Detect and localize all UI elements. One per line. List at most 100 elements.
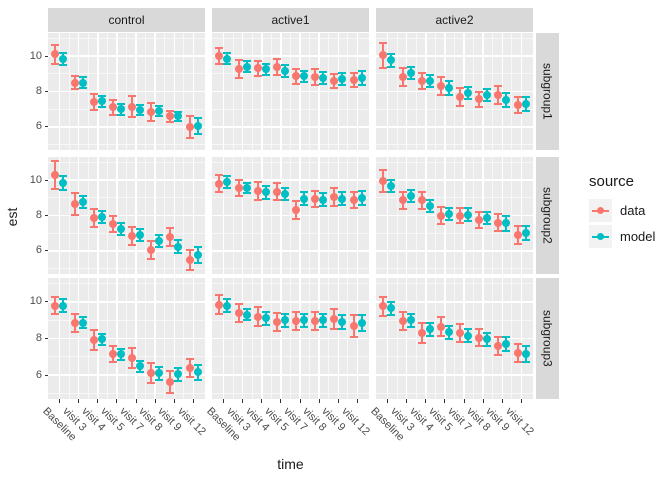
point-model bbox=[116, 224, 125, 233]
errorbar-cap-model bbox=[155, 246, 164, 249]
gridline-major-x bbox=[154, 157, 156, 274]
errorbar-cap-data bbox=[475, 226, 484, 229]
errorbar-cap-data bbox=[417, 71, 426, 74]
gridline-major-x bbox=[222, 33, 225, 150]
errorbar-cap-data bbox=[398, 67, 407, 70]
errorbar-cap-model bbox=[319, 192, 328, 195]
errorbar-cap-model bbox=[464, 98, 473, 101]
errorbar-cap-model bbox=[464, 86, 473, 89]
point-model bbox=[357, 193, 366, 202]
gridline-major-x bbox=[280, 33, 282, 150]
x-tick-mark bbox=[337, 399, 339, 403]
gridline-minor-x bbox=[309, 157, 311, 274]
point-model bbox=[59, 301, 68, 310]
errorbar-cap-data bbox=[185, 357, 194, 360]
gridline-minor-x bbox=[309, 33, 311, 150]
point-model bbox=[242, 310, 251, 319]
gridline-major-x bbox=[386, 33, 389, 150]
point-data bbox=[292, 206, 301, 215]
errorbar-cap-data bbox=[379, 296, 388, 299]
errorbar-cap-data bbox=[456, 222, 465, 225]
errorbar-cap-model bbox=[300, 203, 309, 206]
errorbar-cap-data bbox=[417, 190, 426, 193]
gridline-minor-x bbox=[270, 157, 272, 274]
point-data bbox=[234, 65, 243, 74]
gridline-major-x bbox=[337, 278, 340, 399]
gridline-major-x bbox=[425, 33, 427, 150]
x-tick-mark bbox=[357, 399, 358, 403]
errorbar-cap-model bbox=[300, 191, 309, 194]
errorbar-cap-model bbox=[319, 312, 328, 315]
errorbar-cap-model bbox=[464, 219, 473, 222]
errorbar-cap-model bbox=[444, 324, 453, 327]
gridline-minor-x bbox=[492, 278, 494, 399]
errorbar-cap-data bbox=[475, 90, 484, 93]
errorbar-cap-data bbox=[128, 243, 137, 246]
errorbar-cap-data bbox=[215, 191, 224, 194]
errorbar-cap-model bbox=[319, 83, 328, 86]
y-tick-label: 6 bbox=[35, 120, 42, 133]
errorbar-cap-data bbox=[330, 72, 339, 75]
errorbar-cap-data bbox=[513, 242, 522, 245]
point-data bbox=[147, 107, 156, 116]
errorbar-cap-model bbox=[521, 225, 530, 228]
errorbar-cap-data bbox=[379, 190, 388, 193]
errorbar-cap-data bbox=[253, 324, 262, 327]
errorbar-cap-model bbox=[300, 70, 309, 73]
point-model bbox=[223, 54, 232, 63]
errorbar-cap-model bbox=[59, 174, 68, 177]
point-model bbox=[78, 318, 87, 327]
errorbar-cap-data bbox=[89, 109, 98, 112]
errorbar-cap-model bbox=[300, 325, 309, 328]
errorbar-cap-model bbox=[59, 310, 68, 313]
x-tick-mark bbox=[463, 399, 465, 403]
point-data bbox=[398, 196, 407, 205]
legend-entry-model: model bbox=[589, 225, 655, 248]
errorbar-cap-model bbox=[223, 63, 232, 66]
facet-strip-active2: active2 bbox=[376, 8, 533, 32]
gridline-minor-x bbox=[290, 33, 291, 150]
errorbar-cap-data bbox=[128, 346, 137, 349]
point-model bbox=[223, 177, 232, 186]
errorbar-cap-data bbox=[349, 313, 358, 316]
panel-control-subgroup3 bbox=[48, 278, 205, 399]
errorbar-cap-model bbox=[387, 313, 396, 316]
errorbar-cap-model bbox=[136, 240, 145, 243]
errorbar-cap-model bbox=[223, 187, 232, 190]
errorbar-cap-model bbox=[280, 312, 289, 315]
errorbar-cap-model bbox=[193, 117, 202, 120]
errorbar-cap-model bbox=[242, 308, 251, 311]
errorbar-cap-data bbox=[70, 312, 79, 315]
gridline-minor-x bbox=[68, 157, 70, 274]
gridline-minor-x bbox=[126, 33, 127, 150]
errorbar-cap-model bbox=[483, 344, 492, 347]
errorbar-cap-data bbox=[166, 391, 175, 394]
x-tick-mark bbox=[501, 399, 503, 403]
gridline-major-x bbox=[77, 33, 80, 150]
errorbar-cap-data bbox=[272, 330, 281, 333]
errorbar-cap-data bbox=[234, 77, 243, 80]
errorbar-cap-data bbox=[417, 342, 426, 345]
errorbar-cap-model bbox=[425, 210, 434, 213]
errorbar-cap-model bbox=[261, 73, 270, 76]
point-data bbox=[166, 377, 175, 386]
gridline-major-x bbox=[58, 278, 61, 399]
errorbar-cap-data bbox=[70, 87, 79, 90]
gridline-major-x bbox=[261, 33, 263, 150]
errorbar-cap-data bbox=[185, 115, 194, 118]
y-tick-label: 6 bbox=[35, 244, 42, 257]
point-model bbox=[280, 316, 289, 325]
point-data bbox=[253, 312, 262, 321]
gridline-major-x bbox=[356, 33, 359, 150]
gridline-major-x bbox=[405, 33, 408, 150]
gridline-minor-x bbox=[145, 33, 147, 150]
legend-title: source bbox=[589, 173, 635, 190]
point-data bbox=[51, 301, 60, 310]
errorbar-cap-data bbox=[253, 60, 262, 63]
point-data bbox=[398, 73, 407, 82]
gridline-minor-x bbox=[473, 33, 475, 150]
legend-label-model: model bbox=[620, 229, 656, 244]
errorbar-cap-model bbox=[261, 197, 270, 200]
point-data bbox=[513, 349, 522, 358]
errorbar-cap-model bbox=[425, 334, 434, 337]
